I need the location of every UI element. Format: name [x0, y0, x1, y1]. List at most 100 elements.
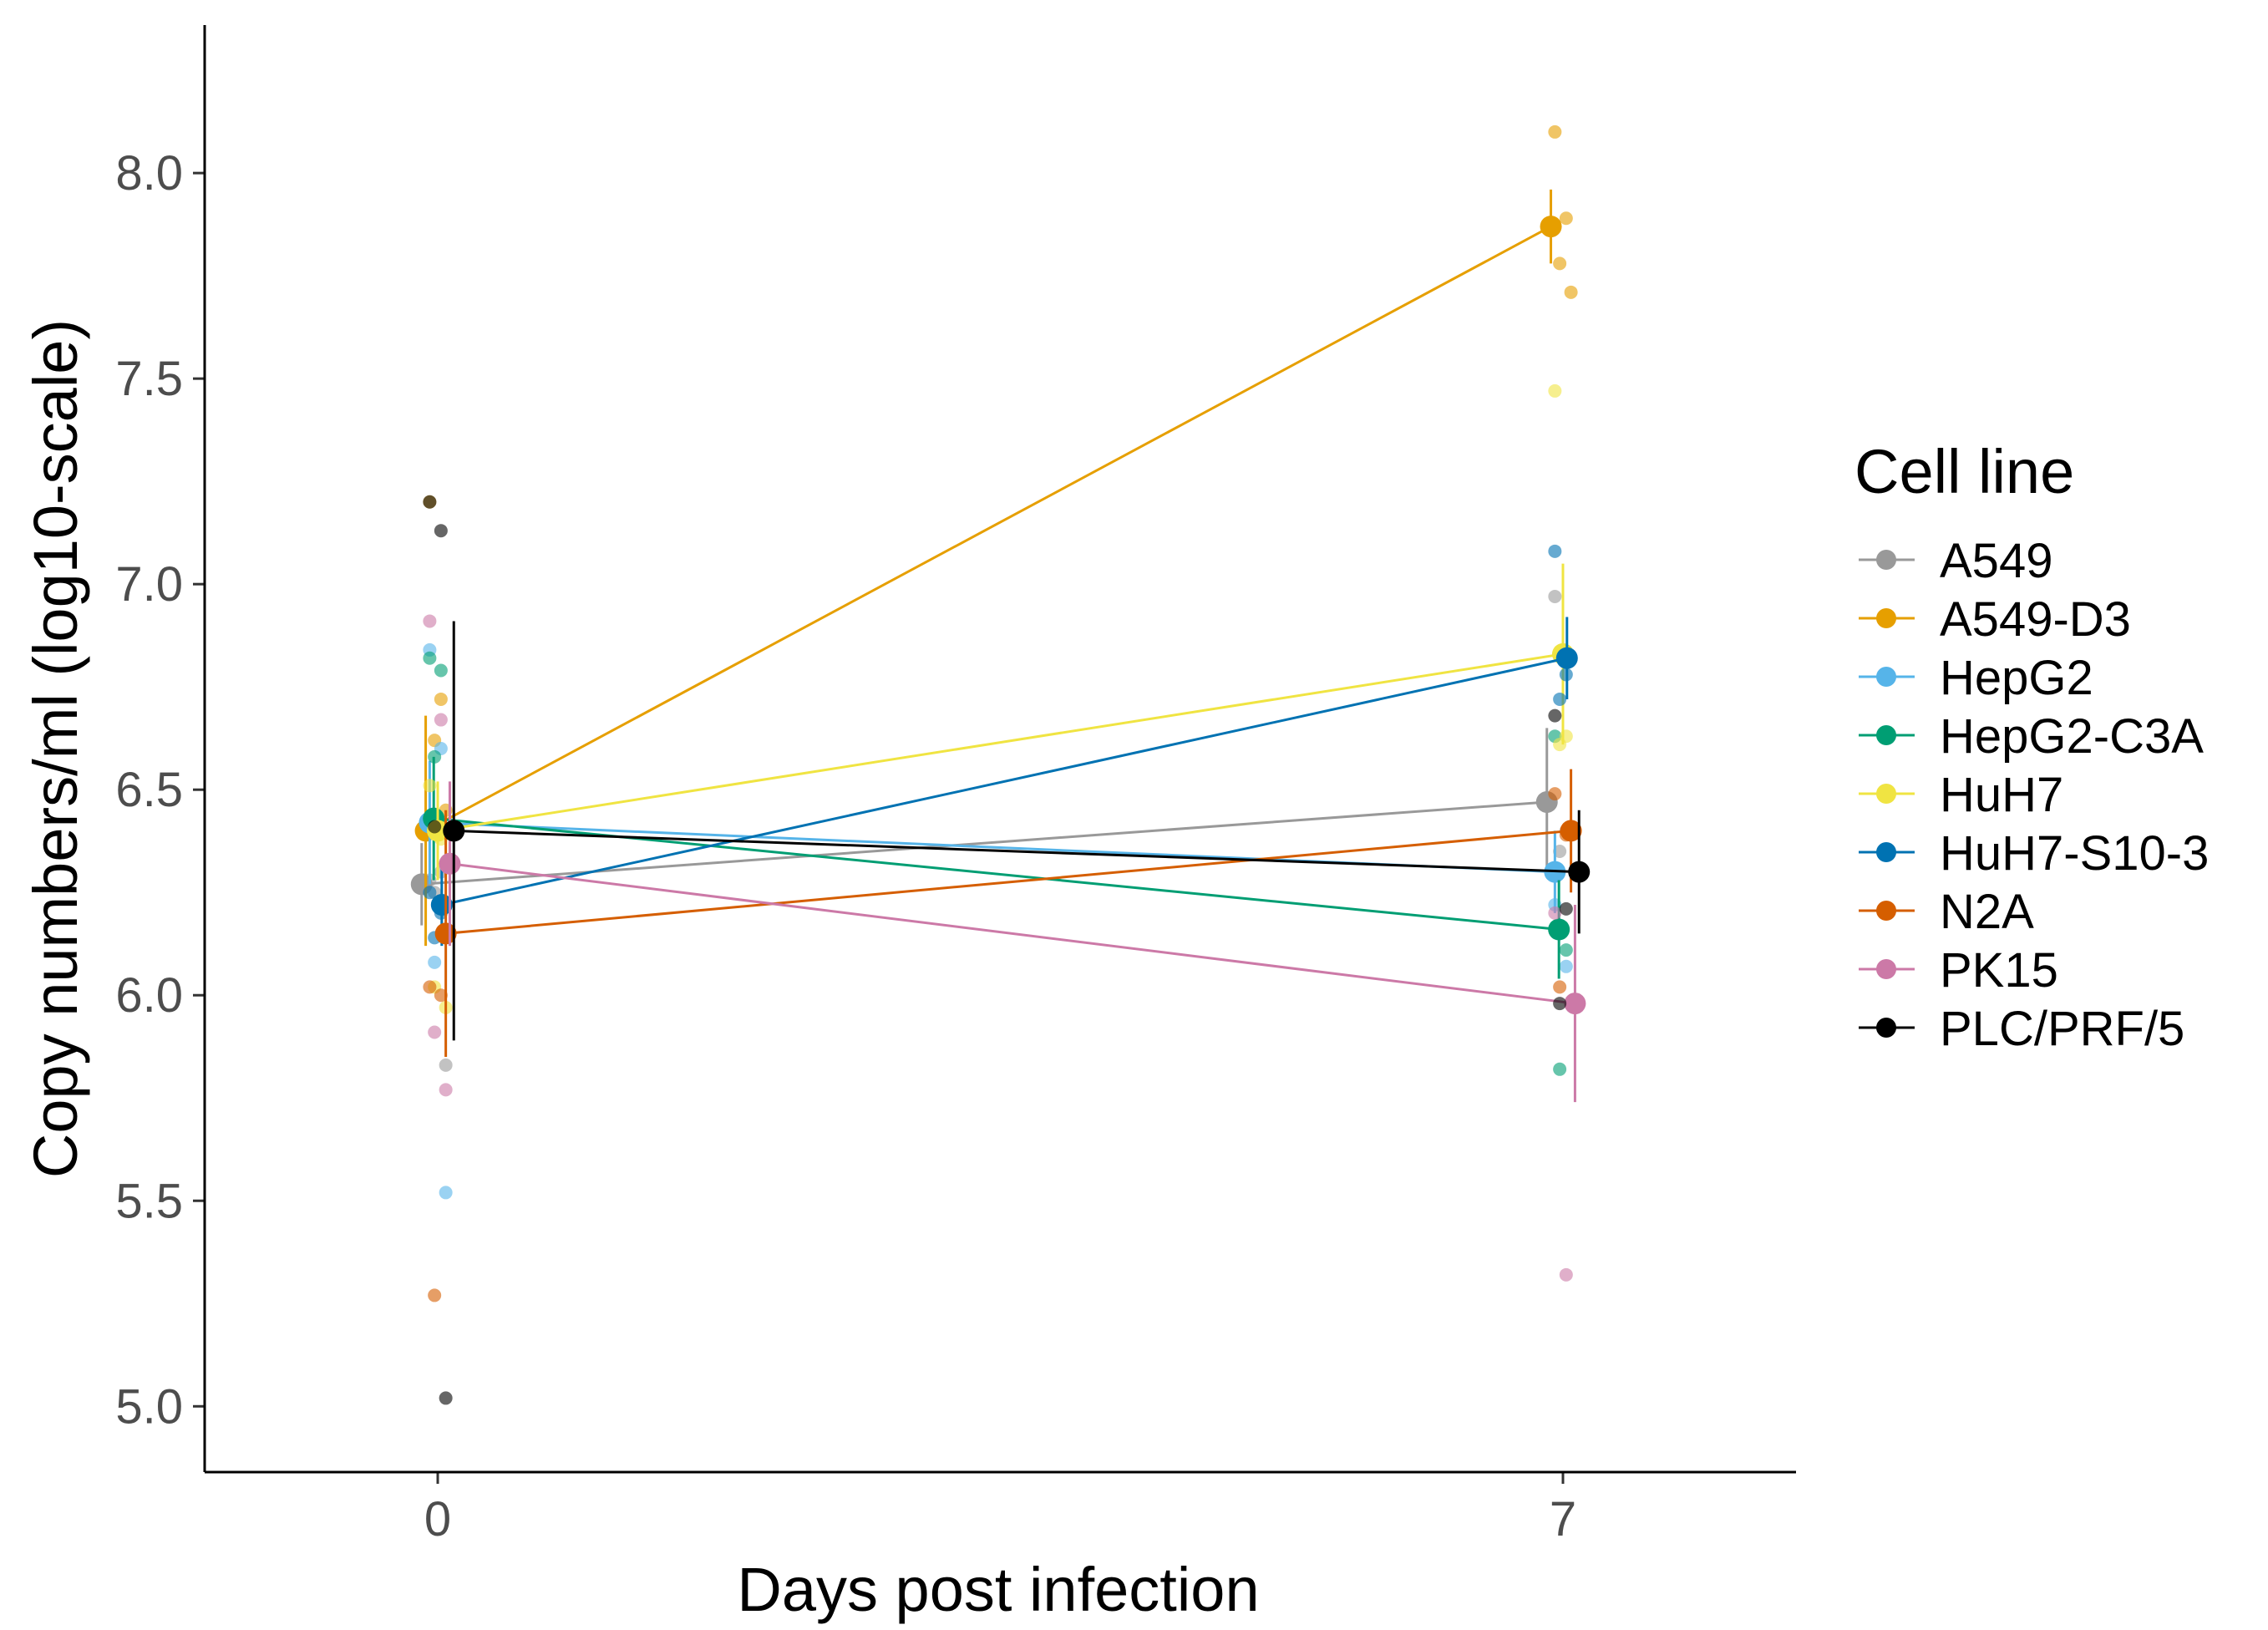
series-line-n2a — [445, 829, 1571, 935]
data-point-a549-d3 — [1553, 256, 1567, 271]
data-point-plc-prf-5 — [439, 1391, 453, 1405]
legend-key-point — [1876, 842, 1896, 862]
y-tick-label: 6.5 — [115, 763, 183, 817]
legend-key-point — [1876, 959, 1896, 979]
legend-item-plc-prf-5: PLC/PRF/5 — [1859, 1002, 2184, 1056]
legend-label: HepG2 — [1940, 651, 2093, 705]
legend-label: PK15 — [1940, 943, 2058, 998]
legend-label: N2A — [1940, 885, 2034, 939]
series-line-huh7 — [437, 653, 1564, 832]
data-point-plc-prf-5 — [423, 495, 437, 509]
y-tick-label: 6.0 — [115, 968, 183, 1023]
data-point-n2a — [1548, 787, 1562, 801]
data-point-a549-d3 — [434, 692, 448, 706]
legend-key-point — [1876, 1018, 1896, 1038]
mean-point-huh7-s10-3 — [1555, 647, 1578, 669]
mean-point-pk15 — [439, 852, 461, 875]
legend-item-a549-d3: A549-D3 — [1859, 592, 2131, 647]
legend-item-huh7-s10-3: HuH7-S10-3 — [1859, 826, 2209, 881]
y-axis-ticks: 5.0 5.5 6.0 6.5 7.0 7.5 8.0 — [115, 146, 205, 1434]
legend-label: A549 — [1940, 534, 2052, 588]
legend-label: HuH7-S10-3 — [1940, 826, 2209, 881]
mean-point-plc-prf-5 — [443, 820, 465, 842]
mean-point-n2a — [1560, 820, 1582, 842]
data-point-plc-prf-5 — [1548, 708, 1562, 723]
legend-item-a549: A549 — [1859, 534, 2052, 588]
data-point-plc-prf-5 — [428, 820, 442, 834]
legend-item-hepg2: HepG2 — [1859, 651, 2093, 705]
legend-key-point — [1876, 725, 1896, 745]
data-point-n2a — [1553, 980, 1567, 994]
data-point-a549-d3 — [1548, 124, 1562, 139]
data-point-hepg2 — [439, 1186, 453, 1200]
data-point-hepg2 — [1559, 959, 1573, 973]
y-tick-label: 5.0 — [115, 1379, 183, 1434]
y-tick-label: 7.5 — [115, 352, 183, 406]
series-pk15 — [423, 614, 1586, 1282]
legend-label: HepG2-C3A — [1940, 709, 2204, 764]
data-point-huh7-s10-3 — [1553, 692, 1567, 706]
legend: Cell line A549A549-D3HepG2HepG2-C3AHuH7H… — [1854, 437, 2209, 1056]
data-point-huh7-s10-3 — [423, 886, 437, 900]
data-point-pk15 — [428, 1025, 442, 1039]
data-point-a549-d3 — [1559, 211, 1573, 226]
series-line-pk15 — [449, 862, 1575, 1005]
y-axis-title: Copy numbers/ml (log10-scale) — [21, 319, 90, 1178]
series-line-a549 — [421, 800, 1547, 886]
mean-point-plc-prf-5 — [1568, 861, 1591, 883]
legend-key-point — [1876, 550, 1896, 570]
x-axis-title: Days post infection — [737, 1555, 1259, 1624]
data-point-huh7 — [423, 779, 437, 793]
legend-item-huh7: HuH7 — [1859, 768, 2063, 822]
data-point-plc-prf-5 — [434, 524, 448, 538]
data-point-plc-prf-5 — [1553, 997, 1567, 1011]
data-point-hepg2-c3a — [1559, 943, 1573, 957]
mean-point-a549-d3 — [1540, 216, 1562, 238]
data-point-n2a — [423, 980, 437, 994]
legend-label: HuH7 — [1940, 768, 2063, 822]
data-point-hepg2-c3a — [423, 651, 437, 665]
series-line-a549-d3 — [424, 225, 1552, 832]
data-point-huh7 — [1548, 383, 1562, 398]
mean-point-hepg2-c3a — [1548, 918, 1570, 941]
y-tick-label: 7.0 — [115, 557, 183, 612]
data-point-huh7-s10-3 — [1548, 544, 1562, 558]
plot-area — [410, 124, 1591, 1405]
legend-key-point — [1876, 608, 1896, 628]
legend-item-pk15: PK15 — [1859, 943, 2058, 998]
series-huh7-s10-3 — [423, 544, 1578, 947]
series-a549 — [410, 589, 1573, 1072]
data-point-a549 — [1553, 845, 1567, 859]
data-point-n2a — [428, 1288, 442, 1302]
data-point-pk15 — [1548, 906, 1562, 920]
data-point-plc-prf-5 — [1559, 901, 1573, 916]
legend-item-n2a: N2A — [1859, 885, 2034, 939]
y-tick-label: 5.5 — [115, 1174, 183, 1228]
data-point-hepg2-c3a — [434, 663, 448, 678]
y-tick-label: 8.0 — [115, 146, 183, 201]
data-point-pk15 — [434, 713, 448, 727]
mean-point-pk15 — [1564, 993, 1586, 1015]
x-tick-label: 0 — [424, 1492, 451, 1546]
series-hepg2-c3a — [423, 651, 1573, 1076]
data-point-hepg2 — [428, 955, 442, 969]
series-a549-d3 — [414, 124, 1578, 947]
series-line-huh7-s10-3 — [441, 657, 1568, 906]
series-line-plc-prf-5 — [454, 829, 1580, 874]
series-n2a — [423, 769, 1582, 1302]
data-point-a549 — [1548, 589, 1562, 603]
legend-key-point — [1876, 901, 1896, 921]
legend-key-point — [1876, 667, 1896, 687]
x-tick-label: 7 — [1550, 1492, 1576, 1546]
data-point-a549-d3 — [1564, 285, 1578, 299]
data-point-pk15 — [1559, 1267, 1573, 1282]
legend-label: A549-D3 — [1940, 592, 2131, 647]
series-plc-prf-5 — [423, 495, 1591, 1405]
data-point-pk15 — [439, 1083, 453, 1097]
data-point-n2a — [434, 988, 448, 1003]
mean-point-huh7-s10-3 — [430, 893, 453, 916]
data-point-huh7 — [1553, 738, 1567, 752]
legend-title: Cell line — [1854, 437, 2074, 506]
data-point-a549 — [439, 1058, 453, 1072]
